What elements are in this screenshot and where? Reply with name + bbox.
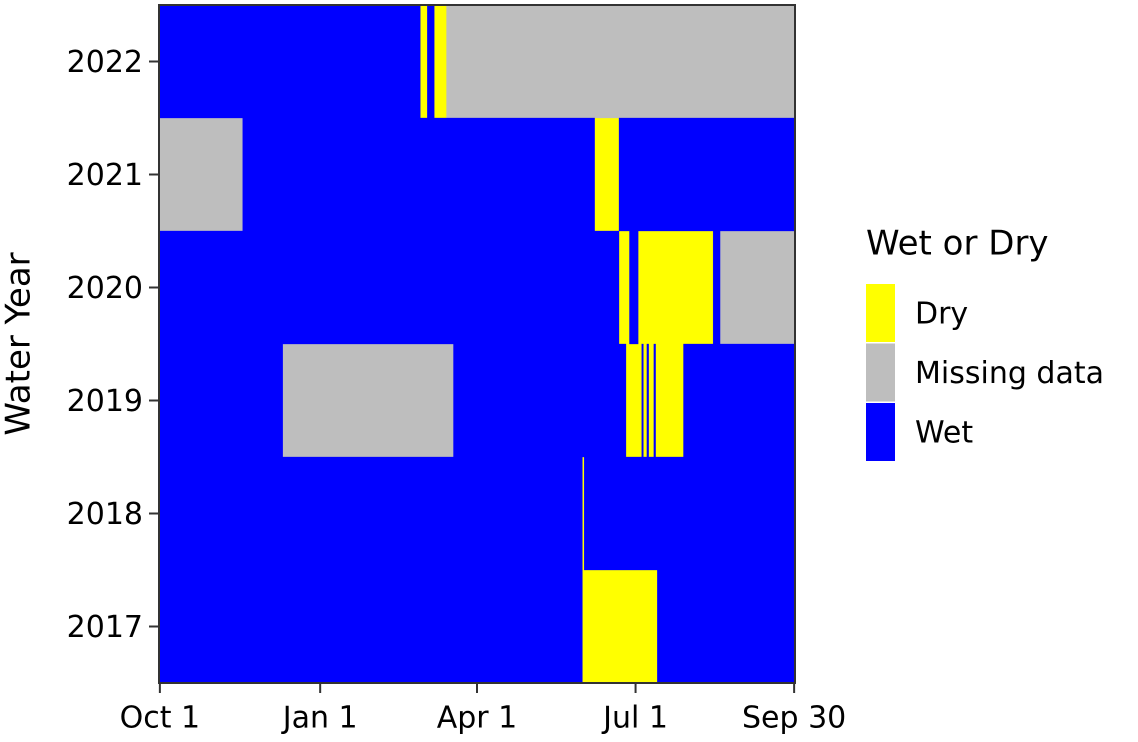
x-tick-label: Jul 1 (601, 701, 668, 736)
tile (648, 343, 655, 458)
tile (629, 230, 639, 345)
y-tick-label: 2022 (67, 45, 143, 80)
tile (653, 343, 656, 458)
legend-title: Wet or Dry (866, 224, 1049, 264)
tile (282, 343, 454, 458)
tile (158, 343, 283, 458)
tile (655, 343, 684, 458)
tile (158, 569, 583, 684)
tile (420, 4, 428, 119)
legend-key (866, 343, 895, 402)
tile (158, 456, 583, 571)
y-tick-label: 2017 (67, 610, 143, 645)
tile (582, 569, 658, 684)
tile (158, 230, 620, 345)
y-axis-title: Water Year (0, 252, 39, 435)
tile (618, 230, 630, 345)
x-tick-label: Oct 1 (120, 701, 201, 736)
tile (594, 117, 620, 232)
legend-label: Missing data (915, 356, 1104, 391)
y-tick-label: 2018 (67, 497, 143, 532)
x-tick-label: Sep 30 (742, 701, 846, 736)
tile (638, 230, 714, 345)
tile (712, 230, 721, 345)
legend-label: Wet (915, 416, 973, 451)
tile (434, 4, 447, 119)
tile (641, 343, 644, 458)
tile (427, 4, 435, 119)
tile (584, 456, 796, 571)
y-tick-label: 2019 (67, 384, 143, 419)
tile (242, 117, 595, 232)
tile (158, 117, 243, 232)
x-tick-label: Jan 1 (281, 701, 358, 736)
y-tick-label: 2021 (67, 158, 143, 193)
tile (582, 456, 585, 571)
x-tick-label: Apr 1 (437, 701, 518, 736)
legend-key (866, 284, 895, 342)
tile (646, 343, 649, 458)
tile (643, 343, 648, 458)
tile (657, 569, 796, 684)
legend-label: Dry (915, 297, 968, 332)
tile (453, 343, 627, 458)
tile (719, 230, 796, 345)
tile (158, 4, 421, 119)
tile (618, 117, 796, 232)
legend-key (866, 403, 895, 461)
tile (625, 343, 642, 458)
tile (683, 343, 796, 458)
y-tick-label: 2020 (67, 271, 143, 306)
tile (446, 4, 796, 119)
